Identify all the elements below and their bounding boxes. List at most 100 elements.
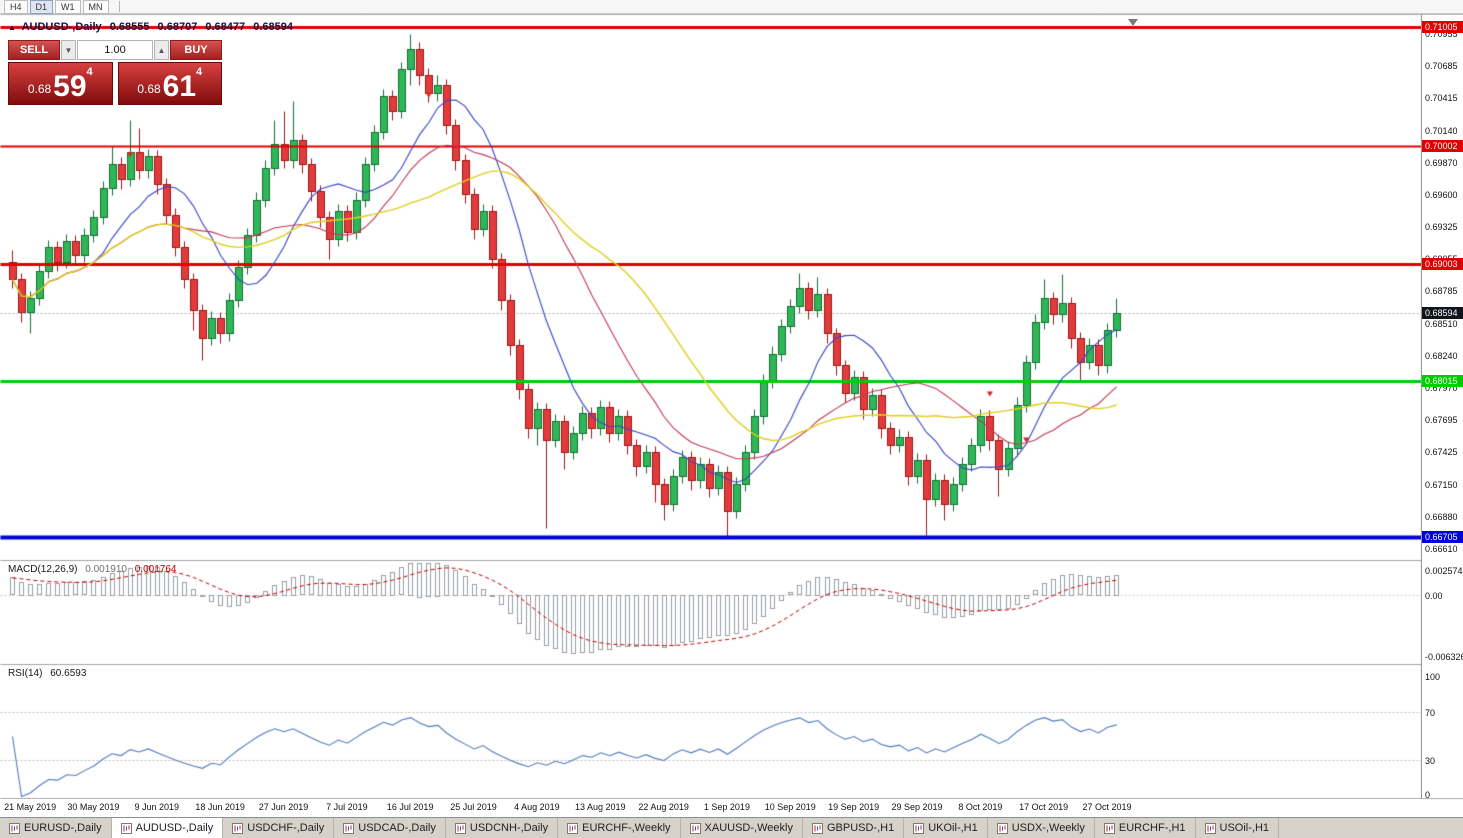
price-tick: 0.67150 (1425, 479, 1458, 490)
chart-tab-label: USDCNH-,Daily (469, 822, 549, 834)
volume-increase-button[interactable]: ▲ (154, 40, 169, 60)
level-price-badge: 0.69003 (1422, 258, 1463, 271)
chart-tab-ukoil-h1[interactable]: UKOil-,H1 (904, 818, 988, 838)
date-label: 10 Sep 2019 (764, 802, 816, 812)
chart-tab-icon (1103, 822, 1115, 834)
price-tick: 0.70685 (1425, 61, 1458, 71)
chart-tab-label: EURCHF-,H1 (1118, 822, 1186, 834)
level-price-badge: 0.70002 (1422, 139, 1463, 152)
chart-tab-eurchf-h1[interactable]: EURCHF-,H1 (1095, 818, 1196, 838)
chart-tab-usdchf-daily[interactable]: USDCHF-,Daily (223, 818, 335, 838)
rsi-value: 60.6593 (50, 668, 87, 679)
period-button-d1[interactable]: D1 (29, 0, 54, 14)
chart-tab-bar: EURUSD-,Daily AUDUSD-,Daily USDCHF-,Daily U… (0, 817, 1463, 838)
chart-tab-icon (811, 822, 823, 834)
date-label: 29 Sep 2019 (891, 802, 943, 812)
rsi-name: RSI(14) (8, 668, 43, 679)
chart-tab-icon (689, 822, 701, 834)
chart-tab-usdcnh-daily[interactable]: USDCNH-,Daily (446, 818, 559, 838)
date-label: 25 Jul 2019 (450, 802, 497, 812)
date-label: 8 Oct 2019 (958, 802, 1003, 812)
macd-indicator-label: MACD(12,26,9) 0.001910 0.001764 (8, 564, 181, 575)
chart-tab-label: XAUUSD-,Weekly (704, 822, 793, 834)
date-label: 30 May 2019 (67, 802, 120, 812)
chart-shift-marker-icon[interactable] (1128, 19, 1138, 26)
chart-tab-label: EURCHF-,Weekly (582, 822, 671, 834)
symbol-arrow-icon: ▲ (8, 23, 16, 32)
buy-button[interactable]: BUY (170, 40, 222, 60)
period-button-h4[interactable]: H4 (4, 0, 28, 14)
price-tick: 0.69600 (1425, 189, 1458, 200)
price-tick: 0.66610 (1425, 543, 1458, 554)
chart-ohlc-title: ▲ AUDUSD-,Daily 0.68555 0.68707 0.68477 … (8, 21, 298, 33)
rsi-axis-label: 100 (1425, 672, 1441, 682)
symbol-title: AUDUSD-,Daily (21, 21, 102, 33)
chart-tab-eurusd-daily[interactable]: EURUSD-,Daily (0, 818, 112, 838)
price-tick: 0.67425 (1425, 447, 1458, 458)
date-label: 4 Aug 2019 (514, 802, 560, 812)
date-label: 1 Sep 2019 (703, 802, 750, 812)
date-axis[interactable]: 21 May 2019 30 May 2019 9 Jun 2019 18 Jun 2… (0, 799, 1421, 817)
chart-tab-icon (1204, 822, 1216, 834)
price-scale[interactable]: 0.70955 0.70685 0.70415 0.70140 0.69870 0.696… (1421, 15, 1463, 800)
sell-button[interactable]: SELL (8, 40, 60, 60)
ask-price-button[interactable]: 0.68 61 4 (117, 62, 222, 105)
bid-pip-digit: 4 (86, 66, 93, 78)
price-tick: 0.68240 (1425, 350, 1458, 361)
chart-tab-label: UKOil-,H1 (928, 822, 978, 834)
chart-tab-usdx-weekly[interactable]: USDX-,Weekly (988, 818, 1095, 838)
trade-prices-row: 0.68 59 4 0.68 61 4 (8, 62, 222, 105)
date-label: 9 Jun 2019 (134, 802, 180, 812)
volume-decrease-button[interactable]: ▼ (61, 40, 76, 60)
bid-big-digits: 59 (53, 70, 87, 103)
period-button-w1[interactable]: W1 (55, 0, 81, 14)
chart-tab-label: USDCHF-,Daily (247, 822, 325, 834)
chart-tab-label: AUDUSD-,Daily (135, 822, 214, 834)
chart-tab-audusd-daily[interactable]: AUDUSD-,Daily (111, 818, 224, 838)
chart-tab-icon (120, 822, 132, 834)
period-button-mn[interactable]: MN (82, 0, 109, 14)
macd-axis-label: 0.00 (1425, 590, 1443, 601)
price-tick: 0.70415 (1425, 93, 1458, 103)
chart-tab-icon (343, 822, 355, 834)
price-tick: 0.70955 (1425, 29, 1458, 39)
date-label: 27 Jun 2019 (258, 802, 309, 812)
chart-tab-xauusd-weekly[interactable]: XAUUSD-,Weekly (681, 818, 803, 838)
rsi-axis-label: 30 (1425, 756, 1436, 766)
chart-tab-icon (567, 822, 579, 834)
ask-big-digits: 61 (162, 70, 197, 103)
chart-tab-label: USDX-,Weekly (1011, 822, 1085, 834)
chart-tab-usoil-h1[interactable]: USOil-,H1 (1196, 818, 1280, 838)
price-tick: 0.70140 (1425, 125, 1458, 136)
macd-main-value: 0.001910 (85, 564, 127, 575)
volume-input[interactable] (77, 40, 153, 60)
date-label: 27 Oct 2019 (1082, 802, 1132, 812)
chart-tab-label: USDCAD-,Daily (358, 822, 436, 834)
price-tick: 0.68510 (1425, 318, 1458, 329)
rsi-axis-label: 70 (1425, 708, 1436, 718)
chart-tab-usdcad-daily[interactable]: USDCAD-,Daily (334, 818, 446, 838)
chart-tab-icon (996, 822, 1008, 834)
current-price-badge: 0.68594 (1422, 306, 1463, 319)
macd-signal-value: 0.001764 (134, 564, 177, 575)
bid-price-button[interactable]: 0.68 59 4 (8, 62, 113, 105)
macd-axis-label: 0.002574 (1425, 566, 1463, 576)
chart-tab-eurchf-weekly[interactable]: EURCHF-,Weekly (558, 818, 681, 838)
rsi-axis-label: 0 (1425, 790, 1431, 800)
ohlc-open: 0.68555 (109, 21, 150, 33)
chart-tab-icon (232, 822, 244, 834)
level-price-badge: 0.71005 (1422, 21, 1463, 34)
bid-prefix: 0.68 (27, 82, 52, 96)
date-label: 19 Sep 2019 (828, 802, 880, 812)
rsi-indicator-label: RSI(14) 60.6593 (8, 668, 91, 679)
price-tick: 0.67695 (1425, 415, 1458, 426)
chart-tab-gbpusd-h1[interactable]: GBPUSD-,H1 (803, 818, 905, 838)
ohlc-high: 0.68707 (157, 21, 198, 33)
date-label: 13 Aug 2019 (574, 802, 626, 812)
chart-tab-label: USOil-,H1 (1219, 822, 1270, 834)
chart-tab-icon (913, 822, 925, 834)
chart-tab-icon (9, 822, 20, 834)
level-price-badge: 0.68015 (1422, 375, 1463, 388)
